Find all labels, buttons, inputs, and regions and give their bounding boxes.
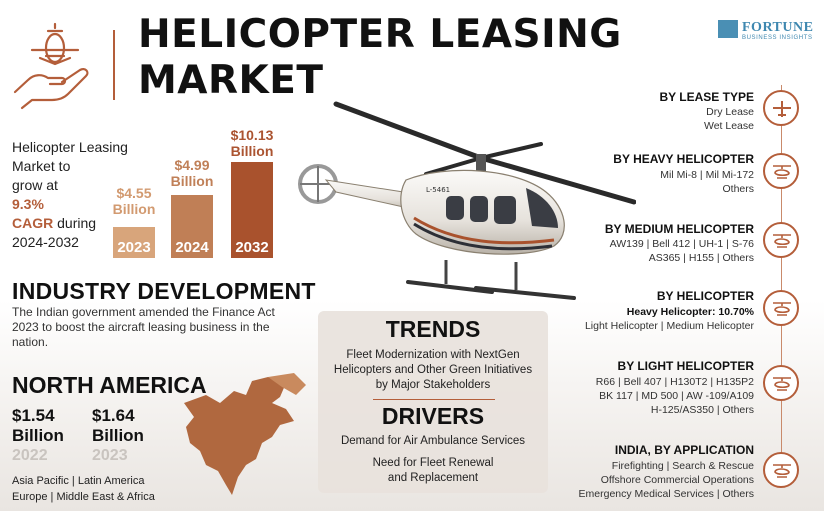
segment-heading-light: BY LIGHT HELICOPTER xyxy=(617,359,754,373)
plane-icon xyxy=(763,90,799,126)
na-value-2023: $1.64 Billion xyxy=(92,406,144,445)
segment-heading-lease-type: BY LEASE TYPE xyxy=(659,90,754,104)
helicopter-icon xyxy=(763,452,799,488)
drivers-heading: DRIVERS xyxy=(381,403,485,429)
helicopter-icon xyxy=(763,290,799,326)
trends-divider xyxy=(373,399,495,400)
north-america-map xyxy=(184,373,306,495)
segment-connector-line xyxy=(781,85,782,485)
segment-heading-medium: BY MEDIUM HELICOPTER xyxy=(604,222,754,236)
page-title: HELICOPTER LEASING MARKET xyxy=(138,12,622,103)
segment-text-heavy: Mil Mi-8 | Mil Mi-172 Others xyxy=(660,169,754,195)
trends-panel xyxy=(318,311,548,493)
trends-text: Fleet Modernization with NextGen Helicop… xyxy=(333,349,533,391)
bar-2024: 2024 xyxy=(171,195,213,258)
segment-text-helicopter: Heavy Helicopter: 10.70% Light Helicopter… xyxy=(584,306,754,332)
bar-2023: 2023 xyxy=(113,227,155,258)
helicopter-icon xyxy=(763,365,799,401)
drivers-item-1: Demand for Air Ambulance Services xyxy=(340,435,526,447)
bar-value-2023: $4.55 Billion xyxy=(112,185,156,217)
segment-text-application: Firefighting | Search & Rescue Offshore C… xyxy=(578,460,754,500)
na-year-2022: 2022 xyxy=(12,447,48,464)
segment-heading-heavy: BY HEAVY HELICOPTER xyxy=(613,152,754,166)
na-year-2023: 2023 xyxy=(92,447,128,464)
trends-heading: TRENDS xyxy=(385,316,481,342)
helicopter-icon xyxy=(763,222,799,258)
segment-text-lease-type: Dry Lease Wet Lease xyxy=(703,106,754,132)
drivers-item-2: Need for Fleet Renewal and Replacement xyxy=(372,457,494,484)
industry-heading: INDUSTRY DEVELOPMENT xyxy=(12,278,316,304)
segment-heading-application: INDIA, BY APPLICATION xyxy=(614,443,754,457)
na-value-2022: $1.54 Billion xyxy=(12,406,64,445)
growth-statement: Helicopter Leasing Market to grow at 9.3… xyxy=(12,139,128,250)
other-regions: Asia Pacific | Latin America Europe | Mi… xyxy=(12,475,155,503)
brand-mark-icon xyxy=(718,20,738,38)
segment-text-light: R66 | Bell 407 | H130T2 | H135P2 BK 117 |… xyxy=(595,376,754,416)
title-divider xyxy=(113,30,115,100)
segment-text-medium: AW139 | Bell 412 | UH-1 | S-76 AS365 | H1… xyxy=(609,238,754,264)
bar-value-2024: $4.99 Billion xyxy=(170,157,214,189)
segment-heading-helicopter: BY HELICOPTER xyxy=(656,289,754,303)
industry-text: The Indian government amended the Financ… xyxy=(12,305,275,349)
helicopter-tail-text: L-5461 xyxy=(426,186,450,194)
bar-value-2032: $10.13 Billion xyxy=(230,127,274,159)
helicopter-illustration: L-5461 xyxy=(298,101,636,300)
hand-plane-icon xyxy=(13,22,89,110)
helicopter-icon xyxy=(763,153,799,189)
north-america-heading: NORTH AMERICA xyxy=(12,372,207,398)
bar-2032: 2032 xyxy=(231,162,273,258)
